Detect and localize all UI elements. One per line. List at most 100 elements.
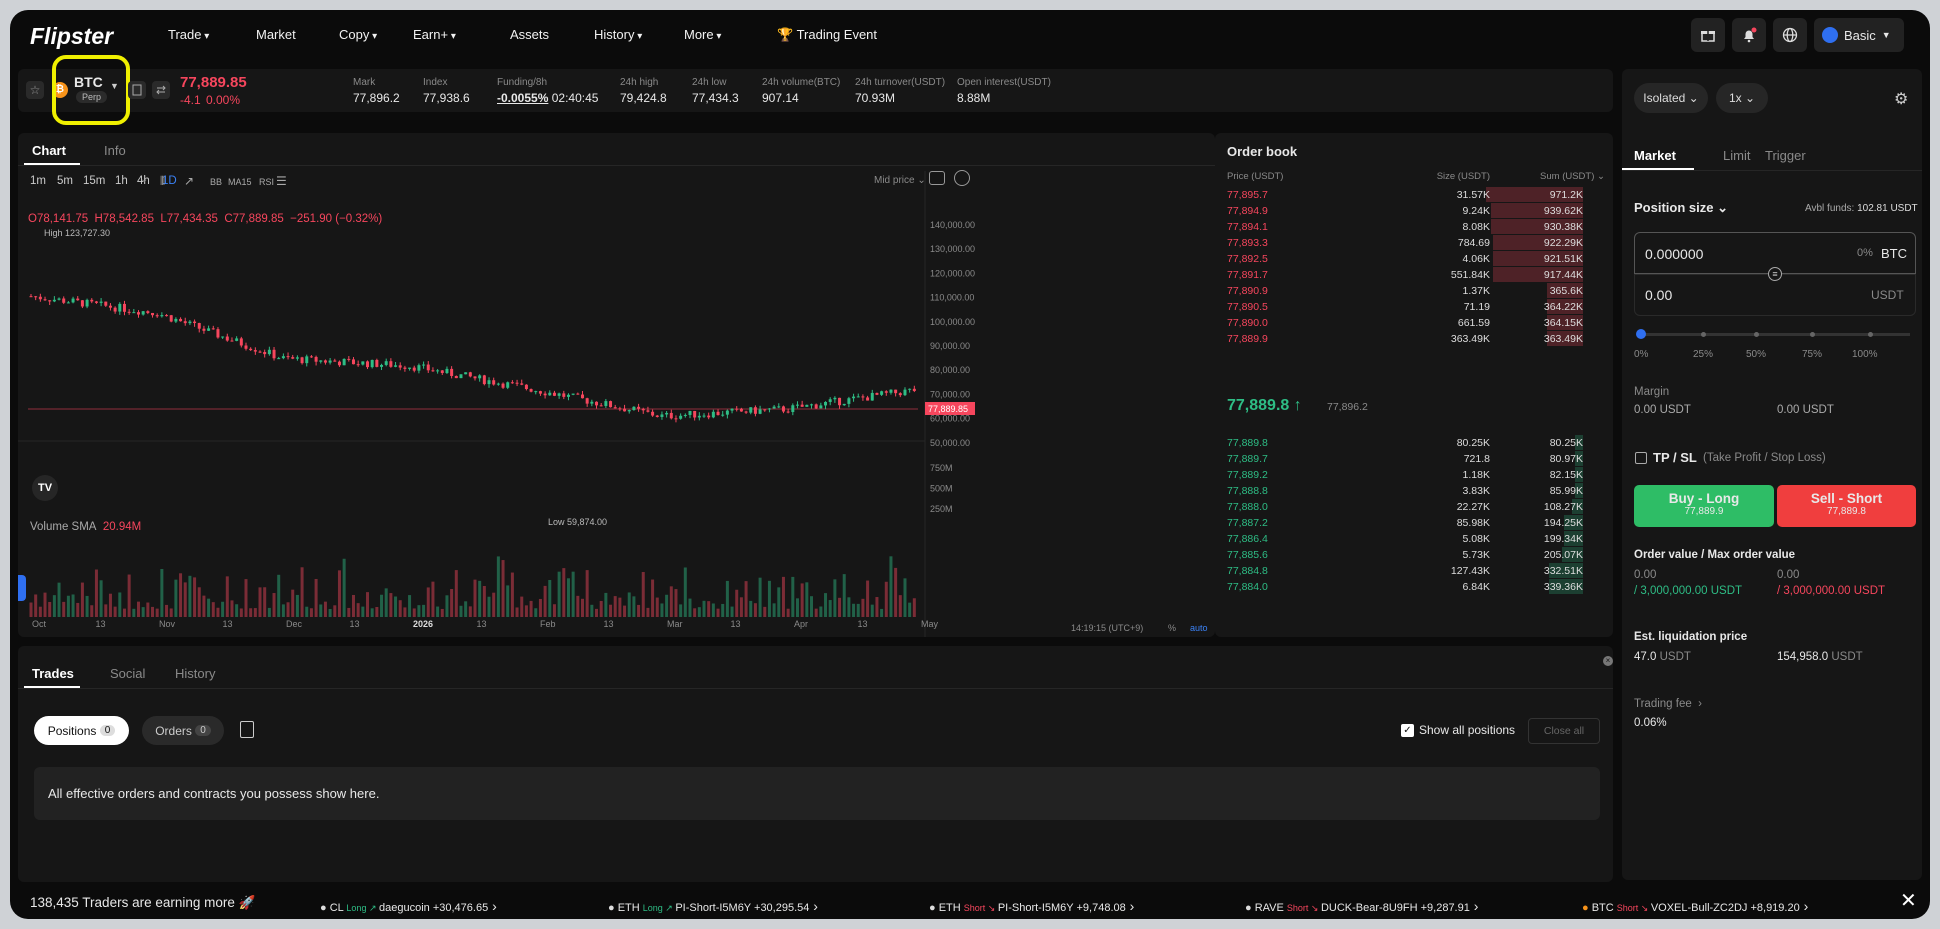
close-icon[interactable]: × — [1603, 656, 1613, 666]
nav-item-market[interactable]: Market — [256, 27, 296, 42]
price-mode-select[interactable]: Mid price ⌄ — [874, 175, 926, 186]
close-all-button[interactable]: Close all — [1528, 718, 1600, 744]
ask-row[interactable]: 77,891.7 551.84K 917.44K — [1215, 267, 1595, 283]
sell-price: 77,889.8 — [1827, 506, 1866, 517]
close-ticker-icon[interactable]: ✕ — [1900, 890, 1917, 912]
nav-item-more[interactable]: More ▾ — [684, 27, 721, 42]
bid-row[interactable]: 77,885.6 5.73K 205.07K — [1215, 547, 1595, 563]
ticker-item[interactable]: ● CL Long ↗ daegucoin +30,476.65 › — [320, 898, 497, 914]
ticker-item[interactable]: ● ETH Short ↘ PI-Short-I5M6Y +9,748.08 › — [929, 898, 1134, 914]
ticker-item[interactable]: ● BTC Short ↘ VOXEL-Bull-ZC2DJ +8,919.20… — [1582, 898, 1808, 914]
ask-row[interactable]: 77,892.5 4.06K 921.51K — [1215, 251, 1595, 267]
globe-icon[interactable] — [1773, 18, 1807, 52]
symbol-name[interactable]: BTC — [74, 74, 103, 90]
ask-row[interactable]: 77,889.9 363.49K 363.49K — [1215, 331, 1595, 347]
ob-header-sum[interactable]: Sum (USDT) ⌄ — [1540, 171, 1605, 182]
nav-item-tradingevent[interactable]: 🏆 Trading Event — [777, 27, 877, 43]
size-slider-track[interactable] — [1640, 333, 1910, 336]
candle-body — [80, 300, 84, 307]
bid-row[interactable]: 77,884.8 127.43K 332.51K — [1215, 563, 1595, 579]
depth-bar — [1493, 235, 1583, 250]
position-size-select[interactable]: Position size ⌄ — [1634, 200, 1728, 215]
margin-mode-select[interactable]: Isolated ⌄ — [1634, 83, 1708, 113]
volume-bar — [202, 595, 206, 617]
buy-long-button[interactable]: Buy - Long 77,889.9 — [1634, 485, 1774, 527]
nav-item-assets[interactable]: Assets — [510, 27, 549, 42]
candle-type-icon[interactable]: ⫴ — [160, 174, 166, 188]
candle-body — [394, 365, 398, 367]
gear-icon[interactable]: ⚙ — [1894, 91, 1909, 108]
show-all-checkbox[interactable]: ✓ — [1401, 724, 1414, 737]
ask-row[interactable]: 77,890.5 71.19 364.22K — [1215, 299, 1595, 315]
orders-button[interactable]: Orders 0 — [142, 716, 224, 745]
bell-icon[interactable] — [1732, 18, 1766, 52]
leverage-select[interactable]: 1x ⌄ — [1716, 83, 1768, 113]
bid-row[interactable]: 77,889.2 1.18K 82.15K — [1215, 467, 1595, 483]
ask-row[interactable]: 77,890.0 661.59 364.15K — [1215, 315, 1595, 331]
bid-row[interactable]: 77,889.8 80.25K 80.25K — [1215, 435, 1595, 451]
ticker-item[interactable]: ● ETH Long ↗ PI-Short-I5M6Y +30,295.54 › — [608, 898, 818, 914]
ticker-item[interactable]: ● RAVE Short ↘ DUCK-Bear-8U9FH +9,287.91… — [1245, 898, 1478, 914]
fullscreen-icon[interactable] — [954, 170, 970, 186]
account-button[interactable]: Basic ▼ — [1814, 18, 1904, 52]
stat-value-text[interactable]: -0.0055% — [497, 91, 549, 105]
sell-short-button[interactable]: Sell - Short 77,889.8 — [1777, 485, 1916, 527]
camera-icon[interactable] — [929, 171, 945, 185]
ask-row[interactable]: 77,890.9 1.37K 365.6K — [1215, 283, 1595, 299]
tool-rsi[interactable]: RSI — [259, 177, 275, 187]
interval-15m[interactable]: 15m — [83, 175, 106, 187]
symbol-dropdown-icon[interactable]: ▼ — [110, 81, 119, 91]
order-value-short-max: / 3,000,000.00 USDT — [1777, 585, 1886, 597]
candle-body — [71, 298, 75, 303]
tradingview-logo[interactable]: TV — [32, 475, 58, 501]
tab-history[interactable]: History — [175, 666, 216, 681]
positions-button[interactable]: Positions 0 — [34, 716, 129, 745]
tab-limit[interactable]: Limit — [1723, 148, 1751, 163]
bid-row[interactable]: 77,886.4 5.08K 199.34K — [1215, 531, 1595, 547]
document-icon[interactable] — [128, 81, 146, 99]
bid-row[interactable]: 77,888.8 3.83K 85.99K — [1215, 483, 1595, 499]
ask-row[interactable]: 77,894.9 9.24K 939.62K — [1215, 203, 1595, 219]
export-document-icon[interactable] — [240, 721, 254, 738]
bid-row[interactable]: 77,889.7 721.8 80.97K — [1215, 451, 1595, 467]
tab-trigger[interactable]: Trigger — [1765, 148, 1806, 163]
interval-1D[interactable]: 1D — [162, 175, 177, 187]
tpsl-checkbox[interactable] — [1635, 452, 1647, 464]
price-chart[interactable]: 140,000.00 130,000.00 120,000.00 110,000.00… — [18, 171, 1215, 637]
interval-dropdown-icon[interactable]: ⌄ — [140, 174, 149, 185]
favorite-star-icon[interactable]: ☆ — [26, 81, 44, 99]
nav-item-trade[interactable]: Trade ▾ — [168, 27, 209, 42]
tab-chart[interactable]: Chart — [32, 143, 66, 158]
interval-1h[interactable]: 1h — [115, 175, 128, 187]
bid-row[interactable]: 77,887.2 85.98K 194.25K — [1215, 515, 1595, 531]
auto-scale-toggle[interactable]: auto — [1190, 623, 1208, 633]
nav-item-copy[interactable]: Copy ▾ — [339, 27, 377, 42]
indicator-icon[interactable]: ↗ — [184, 174, 195, 188]
bid-row[interactable]: 77,888.0 22.27K 108.27K — [1215, 499, 1595, 515]
divider — [18, 688, 1613, 689]
ask-row[interactable]: 77,894.1 8.08K 930.38K — [1215, 219, 1595, 235]
trading-fee-link[interactable]: Trading fee › — [1634, 698, 1702, 710]
bid-row[interactable]: 77,884.0 6.84K 339.36K — [1215, 579, 1595, 595]
nav-item-earn[interactable]: Earn+ ▾ — [413, 27, 456, 42]
tab-social[interactable]: Social — [110, 666, 146, 681]
tool-bb[interactable]: BB — [210, 177, 223, 187]
gift-icon[interactable] — [1691, 18, 1725, 52]
drawer-handle[interactable] — [18, 575, 26, 601]
tool-ma15[interactable]: MA15 — [228, 177, 252, 187]
interval-1m[interactable]: 1m — [30, 175, 46, 187]
size-slider-thumb[interactable] — [1636, 329, 1646, 339]
tab-trades[interactable]: Trades — [32, 666, 74, 681]
ask-row[interactable]: 77,893.3 784.69 922.29K — [1215, 235, 1595, 251]
swap-icon[interactable] — [152, 81, 170, 99]
percent-toggle[interactable]: % — [1168, 623, 1177, 633]
nav-item-history[interactable]: History ▾ — [594, 27, 642, 42]
ticker-coin: RAVE — [1254, 902, 1284, 914]
interval-5m[interactable]: 5m — [57, 175, 73, 187]
interval-4h[interactable]: 4h — [137, 175, 150, 187]
ask-row[interactable]: 77,895.7 31.57K 971.2K — [1215, 187, 1595, 203]
tab-market[interactable]: Market — [1634, 148, 1676, 163]
tab-info[interactable]: Info — [104, 143, 126, 158]
logo[interactable]: Flipster — [30, 23, 113, 50]
settings-sliders-icon[interactable]: ☰ — [276, 174, 287, 188]
